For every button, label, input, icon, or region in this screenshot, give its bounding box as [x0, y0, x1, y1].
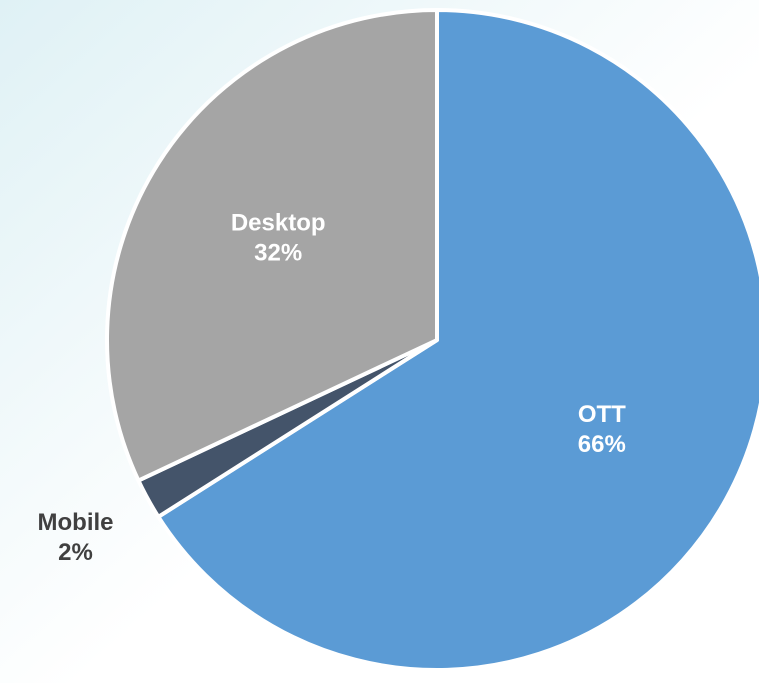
pie-slice [156, 8, 759, 672]
slice-label: Desktop [231, 210, 326, 237]
slice-value: 32% [254, 240, 302, 267]
pie-slice [105, 8, 439, 483]
slice-label: OTT [578, 401, 626, 428]
slice-value: 2% [58, 539, 93, 566]
slice-value: 66% [578, 431, 626, 458]
slice-label: Mobile [38, 509, 114, 536]
